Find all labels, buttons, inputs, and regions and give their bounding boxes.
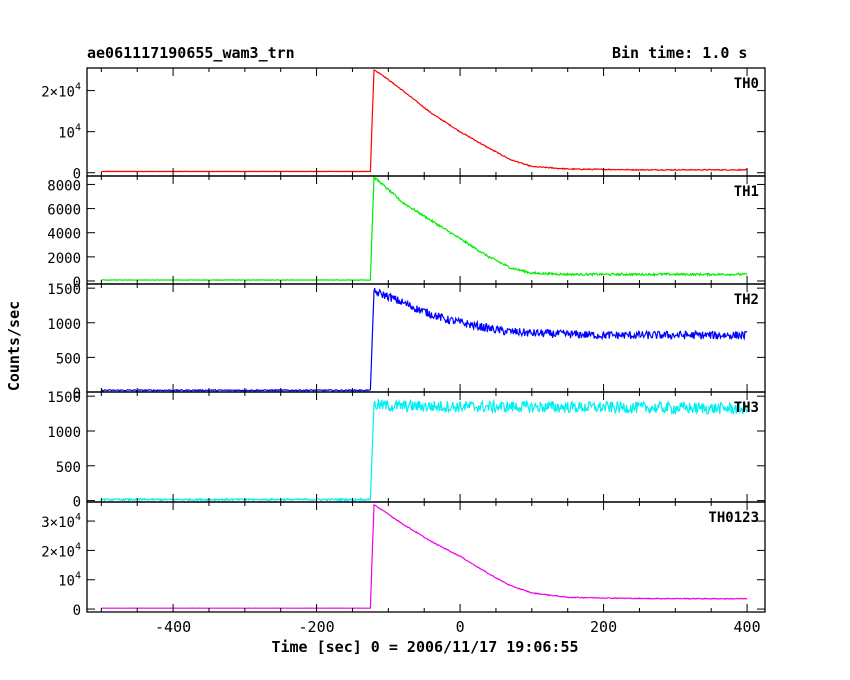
- series-line-th0123: [101, 504, 748, 609]
- panel-frame-th0123: [86, 501, 766, 613]
- panel-label-th2: TH2: [734, 292, 759, 308]
- y-tick-label: 1000: [47, 317, 81, 333]
- y-tick-label: 500: [56, 460, 81, 476]
- y-axis-label: Counts/sec: [5, 300, 23, 392]
- x-tick-label: 0: [456, 618, 465, 636]
- panel-label-th3: TH3: [734, 400, 759, 416]
- y-tick-label: 104: [58, 123, 81, 142]
- panel-label-th1: TH1: [734, 184, 759, 200]
- y-tick-label: 0: [73, 603, 81, 619]
- x-tick-label: -400: [155, 618, 191, 636]
- panel-label-th0123: TH0123: [708, 510, 759, 526]
- y-tick-label: 3×104: [41, 512, 81, 531]
- y-tick-label: 1500: [47, 282, 81, 298]
- y-tick-label: 1000: [47, 425, 81, 441]
- bin-time-label: Bin time: 1.0 s: [612, 44, 748, 62]
- y-tick-label: 0: [73, 167, 81, 183]
- x-tick-label: -200: [299, 618, 335, 636]
- panel-label-th0: TH0: [734, 76, 759, 92]
- panel-frame-th0: [86, 67, 766, 177]
- y-tick-label: 1500: [47, 390, 81, 406]
- y-tick-label: 2×104: [41, 541, 81, 560]
- y-tick-label: 0: [73, 275, 81, 291]
- y-tick-label: 0: [73, 495, 81, 511]
- x-axis-label: Time [sec] 0 = 2006/11/17 19:06:55: [271, 638, 579, 656]
- y-tick-label: 4000: [47, 227, 81, 243]
- x-tick-label: 200: [590, 618, 617, 636]
- y-tick-label: 6000: [47, 203, 81, 219]
- panel-frame-th1: [86, 175, 766, 285]
- chart-title: ae061117190655_wam3_trn: [87, 44, 295, 62]
- series-line-th3: [101, 398, 748, 502]
- series-line-th2: [101, 288, 748, 392]
- x-tick-label: 400: [734, 618, 761, 636]
- y-tick-label: 0: [73, 386, 81, 402]
- y-tick-label: 2×104: [41, 82, 81, 101]
- y-tick-label: 104: [58, 571, 81, 590]
- series-line-th1: [101, 176, 748, 281]
- y-tick-label: 500: [56, 351, 81, 367]
- series-line-th0: [101, 69, 748, 173]
- y-tick-label: 2000: [47, 251, 81, 267]
- y-tick-label: 8000: [47, 178, 81, 194]
